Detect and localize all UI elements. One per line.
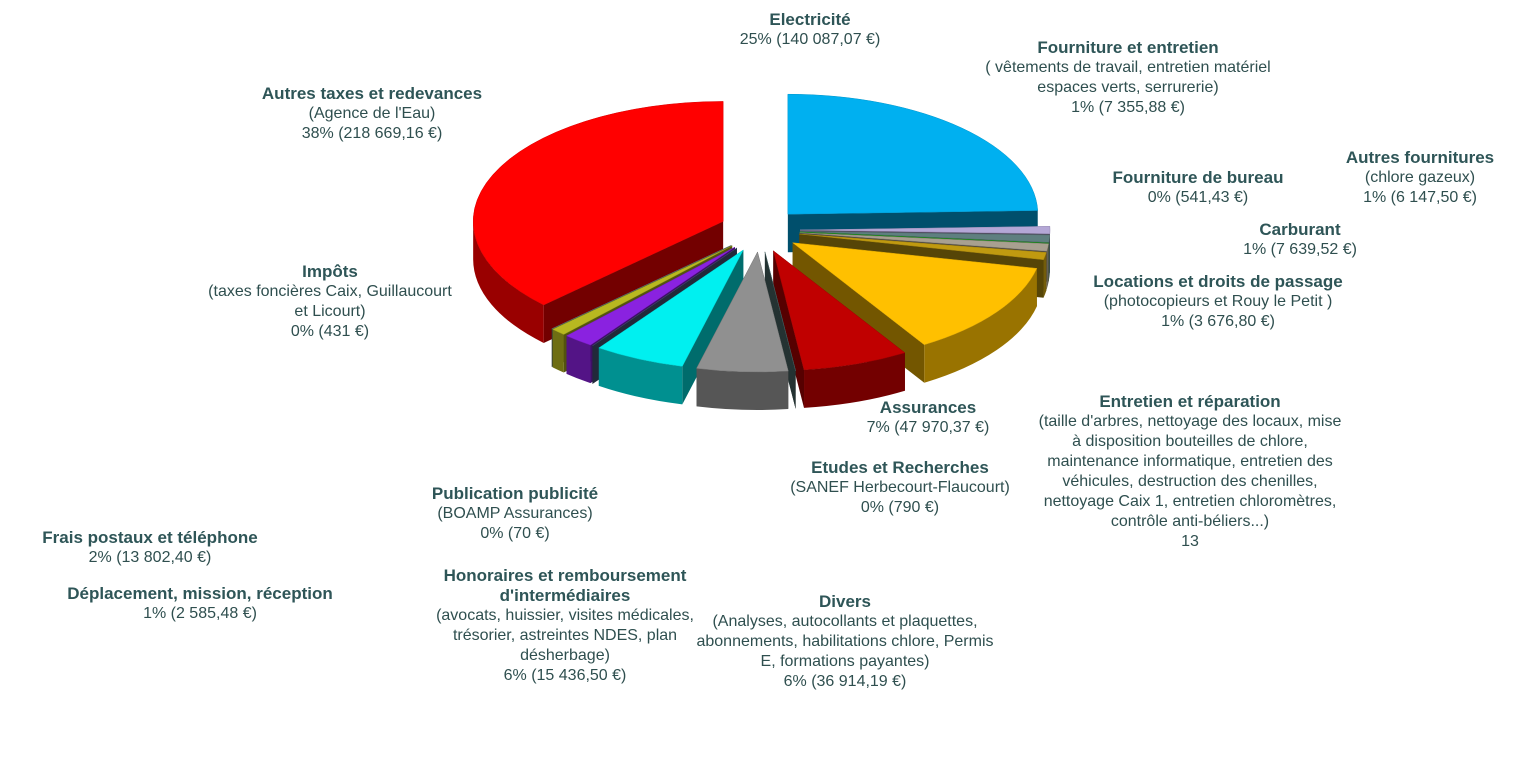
slice-label: Honoraires et remboursement d'intermédia… — [425, 566, 705, 686]
slice-label: Locations et droits de passage (photocopi… — [1073, 272, 1363, 332]
slice-side — [473, 221, 544, 343]
slice-label: Fourniture et entretien ( vêtements de tr… — [983, 38, 1273, 118]
slice-label: Assurances 7% (47 970,37 €) — [818, 398, 1038, 438]
slice-description: ( vêtements de travail, entretien matéri… — [985, 59, 1271, 96]
slice-description: (avocats, huissier, visites médicales, t… — [436, 607, 694, 664]
slice-name: Locations et droits de passage — [1093, 272, 1343, 291]
slice — [551, 245, 732, 330]
slice — [787, 93, 1038, 215]
slice-name: Electricité — [769, 10, 851, 29]
slice-label: Impôts (taxes foncières Caix, Guillaucour… — [200, 262, 460, 342]
slice-value-label: 0% (70 €) — [480, 525, 550, 542]
slice-name: Impôts — [302, 262, 358, 281]
slice-label: Frais postaux et téléphone 2% (13 802,40 … — [0, 528, 305, 568]
slice — [565, 246, 736, 346]
slice-value-label: 7% (47 970,37 €) — [866, 419, 990, 436]
slice-value-label: 6% (36 914,19 €) — [783, 673, 907, 690]
slice-name: Fourniture et entretien — [1037, 38, 1219, 57]
slice-value-label: 0% (431 €) — [290, 323, 370, 340]
slice-value-label: 13 — [1181, 533, 1199, 550]
slice-description: (Analyses, autocollants et plaquettes, a… — [696, 613, 994, 670]
slice-value-label: 2% (13 802,40 €) — [88, 549, 212, 566]
slice-value-label: 0% (790 €) — [860, 499, 940, 516]
slice-name: Publication publicité — [431, 484, 599, 503]
slice — [552, 245, 733, 335]
slice-label: Autres taxes et redevances (Agence de l'E… — [252, 84, 492, 144]
slice-name: Divers — [819, 592, 871, 611]
slice-label: Fourniture de bureau 0% (541,43 €) — [1078, 168, 1318, 208]
slice-value-label: 1% (3 676,80 €) — [1161, 313, 1275, 330]
slice-cut-face — [773, 250, 805, 408]
slice-side — [696, 368, 789, 410]
slice-name: Honoraires et remboursement d'intermédia… — [443, 566, 687, 605]
slice — [696, 251, 789, 373]
slice-value-label: 1% (2 585,48 €) — [143, 605, 257, 622]
slice-label: Carburant 1% (7 639,52 €) — [1210, 220, 1390, 260]
slice-name: Carburant — [1259, 220, 1341, 239]
slice-name: Fourniture de bureau — [1112, 168, 1284, 187]
slice-label: Entretien et réparation (taille d'arbres,… — [1035, 392, 1345, 552]
slice-value-label: 0% (541,43 €) — [1147, 189, 1249, 206]
slice-side — [598, 347, 683, 405]
slice-label: Electricité 25% (140 087,07 €) — [680, 10, 940, 50]
slice-value-label: 1% (7 639,52 €) — [1243, 241, 1357, 258]
slice-description: (BOAMP Assurances) — [437, 505, 593, 522]
slice-description: (chlore gazeux) — [1364, 169, 1476, 186]
slice-name: Frais postaux et téléphone — [42, 528, 258, 547]
slice — [799, 233, 1047, 260]
slice-value-label: 1% (7 355,88 €) — [1071, 99, 1185, 116]
slice-side — [804, 352, 905, 408]
slice-description: (taxes foncières Caix, Guillaucourt et L… — [208, 283, 452, 320]
slice — [799, 226, 1051, 234]
slice-name: Entretien et réparation — [1099, 392, 1281, 411]
slice — [799, 231, 1049, 244]
slice-label: Etudes et Recherches (SANEF Herbecourt-Fl… — [770, 458, 1030, 518]
slice-label: Divers (Analyses, autocollants et plaquet… — [695, 592, 995, 692]
slice-label: Publication publicité (BOAMP Assurances) 0… — [385, 484, 645, 544]
slice-description: (SANEF Herbecourt-Flaucourt) — [790, 479, 1010, 496]
slice-name: Assurances — [879, 398, 977, 417]
slice-description: (taille d'arbres, nettoyage des locaux, … — [1038, 413, 1342, 530]
slice-value-label: 1% (6 147,50 €) — [1363, 189, 1477, 206]
slice-side — [566, 335, 591, 384]
slice — [472, 101, 724, 306]
slice-side — [1048, 235, 1050, 281]
slice-name: Autres fournitures — [1345, 148, 1495, 167]
slice-name: Etudes et Recherches — [811, 458, 989, 477]
slice — [791, 242, 1038, 346]
slice-value-label: 25% (140 087,07 €) — [739, 31, 881, 48]
slice-label: Déplacement, mission, réception 1% (2 585… — [55, 584, 345, 624]
slice — [799, 231, 1051, 243]
slice-name: Autres taxes et redevances — [261, 84, 483, 103]
slice-description: (Agence de l'Eau) — [308, 105, 436, 122]
slice-name: Déplacement, mission, réception — [67, 584, 333, 603]
slice-value-label: 38% (218 669,16 €) — [301, 125, 443, 142]
slice-side — [1046, 243, 1049, 290]
slice-value-label: 6% (15 436,50 €) — [503, 667, 627, 684]
slice — [799, 232, 1049, 252]
slice-side — [1043, 252, 1047, 298]
slice-side — [552, 329, 564, 373]
slice — [598, 249, 744, 367]
slice — [592, 247, 738, 347]
slice-label: Autres fournitures (chlore gazeux) 1% (6 1… — [1310, 148, 1530, 208]
slice-side — [924, 268, 1037, 383]
slice — [772, 250, 906, 371]
slice-description: (photocopieurs et Rouy le Petit ) — [1103, 293, 1333, 310]
